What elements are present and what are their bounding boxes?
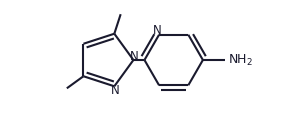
Text: NH$_2$: NH$_2$ — [228, 52, 253, 68]
Text: N: N — [111, 84, 119, 97]
Text: N: N — [153, 24, 162, 37]
Text: N: N — [130, 50, 139, 63]
